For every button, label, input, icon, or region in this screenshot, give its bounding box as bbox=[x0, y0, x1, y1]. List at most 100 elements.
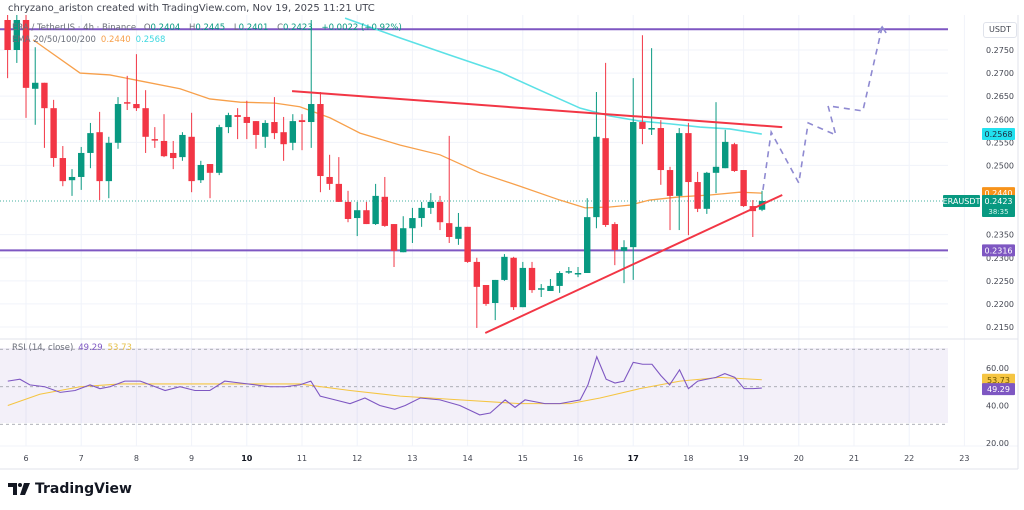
candle-down[interactable] bbox=[464, 226, 471, 263]
candle-down[interactable] bbox=[731, 142, 738, 172]
candle-down[interactable] bbox=[473, 257, 481, 328]
candle-up[interactable] bbox=[114, 97, 122, 149]
candle-up[interactable] bbox=[556, 271, 563, 293]
candle-up[interactable] bbox=[409, 207, 416, 243]
candle-up[interactable] bbox=[648, 48, 655, 135]
candle-down[interactable] bbox=[170, 140, 177, 170]
candle-down[interactable] bbox=[482, 285, 490, 306]
candle-up[interactable] bbox=[418, 201, 425, 227]
candle-down[interactable] bbox=[188, 112, 195, 193]
trendline[interactable] bbox=[291, 90, 783, 129]
candle-down[interactable] bbox=[446, 135, 453, 243]
candle-up[interactable] bbox=[179, 132, 186, 161]
rsi-pane[interactable] bbox=[7, 355, 762, 416]
candle-down[interactable] bbox=[685, 122, 692, 236]
candle-down[interactable] bbox=[243, 100, 251, 140]
currency-unit-button[interactable]: USDT bbox=[983, 22, 1017, 38]
candle-down[interactable] bbox=[436, 195, 444, 231]
candle-down[interactable] bbox=[666, 166, 674, 231]
candle-down[interactable] bbox=[298, 114, 306, 151]
candle-down[interactable] bbox=[611, 222, 619, 266]
candle-up[interactable] bbox=[197, 160, 205, 183]
candle-up[interactable] bbox=[225, 112, 232, 134]
candle-up[interactable] bbox=[565, 266, 573, 274]
candle-down[interactable] bbox=[510, 256, 517, 310]
candle-down[interactable] bbox=[50, 99, 57, 167]
candle-down[interactable] bbox=[271, 97, 278, 140]
candle-down[interactable] bbox=[280, 116, 287, 161]
candle-down[interactable] bbox=[602, 62, 609, 227]
trendline[interactable] bbox=[484, 194, 783, 334]
price-axis[interactable]: 0.2750 0.2700 0.2650 0.2600 0.2550 0.2500 0.23… bbox=[943, 46, 1015, 448]
candle-down[interactable] bbox=[639, 35, 646, 145]
candle-up[interactable] bbox=[703, 171, 711, 214]
candle-down[interactable] bbox=[335, 157, 343, 202]
symbol-title[interactable]: ERA / TetherUS · 4h · Binance bbox=[12, 23, 137, 33]
candle-down[interactable] bbox=[749, 200, 757, 237]
candle-down[interactable] bbox=[740, 170, 747, 207]
candle-up[interactable] bbox=[538, 284, 545, 298]
candle-down[interactable] bbox=[694, 171, 701, 213]
candle-up[interactable] bbox=[216, 124, 223, 176]
candle-down[interactable] bbox=[41, 82, 48, 148]
candle-up[interactable] bbox=[676, 128, 683, 231]
candle-down[interactable] bbox=[96, 111, 103, 201]
candle-up[interactable] bbox=[712, 102, 720, 194]
ema-legend[interactable]: EMA 20/50/100/200 0.2440 0.2568 bbox=[12, 35, 165, 45]
candle-up[interactable] bbox=[455, 212, 462, 245]
candle-up[interactable] bbox=[574, 266, 582, 278]
candle-down[interactable] bbox=[363, 201, 370, 225]
candle-down[interactable] bbox=[317, 92, 324, 193]
candle-down[interactable] bbox=[151, 127, 159, 148]
candle-up[interactable] bbox=[78, 146, 85, 190]
candle-up[interactable] bbox=[501, 254, 508, 281]
candle-up[interactable] bbox=[87, 122, 94, 169]
candle-up[interactable] bbox=[68, 169, 76, 196]
candle-down[interactable] bbox=[124, 75, 131, 111]
candle-up[interactable] bbox=[13, 13, 21, 63]
candle-down[interactable] bbox=[344, 190, 352, 223]
candle-up[interactable] bbox=[547, 279, 554, 292]
candle-down[interactable] bbox=[252, 121, 260, 149]
candle-down[interactable] bbox=[160, 114, 168, 158]
candle-down[interactable] bbox=[206, 164, 214, 199]
candle-up[interactable] bbox=[722, 129, 729, 169]
candle-up[interactable] bbox=[519, 261, 527, 308]
candle-up[interactable] bbox=[584, 198, 591, 274]
candle-up[interactable] bbox=[308, 19, 315, 148]
candle-down[interactable] bbox=[390, 224, 398, 267]
candle-up[interactable] bbox=[289, 114, 297, 151]
rsi-ma-line[interactable] bbox=[7, 376, 762, 407]
tradingview-logo[interactable]: TradingView bbox=[8, 481, 132, 497]
candle-down[interactable] bbox=[59, 146, 67, 187]
candle-down[interactable] bbox=[22, 13, 30, 118]
candle-up[interactable] bbox=[492, 279, 499, 321]
ema-orange-line[interactable] bbox=[32, 39, 762, 209]
candle-up[interactable] bbox=[593, 92, 600, 229]
candle-down[interactable] bbox=[234, 108, 241, 140]
ema-cyan-line[interactable] bbox=[344, 17, 762, 135]
candle-down[interactable] bbox=[133, 54, 140, 111]
candle-up[interactable] bbox=[105, 136, 113, 199]
time-tick-label: 14 bbox=[463, 454, 473, 463]
rsi-legend[interactable]: RSI (14, close) 49.29 53.73 bbox=[12, 343, 132, 353]
candle-up[interactable] bbox=[32, 47, 39, 125]
candle-up[interactable] bbox=[620, 240, 628, 284]
candle-down[interactable] bbox=[142, 90, 149, 153]
candle-down[interactable] bbox=[326, 154, 333, 190]
candle-up[interactable] bbox=[400, 216, 407, 253]
candle-down[interactable] bbox=[657, 120, 665, 185]
rsi-line[interactable] bbox=[7, 355, 762, 416]
candle-up[interactable] bbox=[427, 193, 435, 214]
price-pane[interactable] bbox=[0, 13, 948, 334]
candle-up[interactable] bbox=[262, 120, 269, 148]
candle-down[interactable] bbox=[528, 261, 536, 293]
candle-down[interactable] bbox=[381, 176, 389, 227]
time-axis[interactable]: 6 7 8 9 10 11 12 13 14 15 16 17 18 19 20 21 22 23 bbox=[23, 454, 969, 463]
candle-up[interactable] bbox=[630, 78, 637, 280]
candle-up[interactable] bbox=[354, 201, 361, 237]
projection-path[interactable] bbox=[762, 26, 883, 191]
candle-up[interactable] bbox=[372, 183, 379, 225]
candle-down[interactable] bbox=[4, 13, 11, 79]
